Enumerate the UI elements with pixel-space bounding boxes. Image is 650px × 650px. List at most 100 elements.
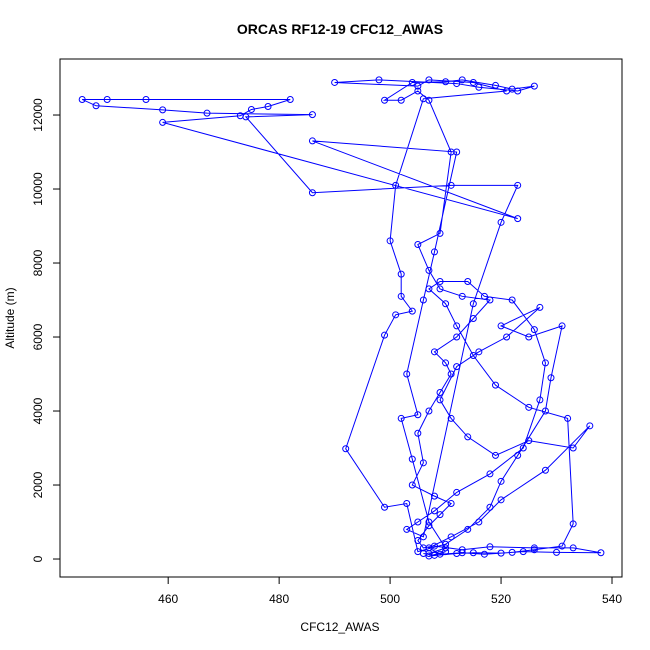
data-point <box>414 518 422 526</box>
data-point <box>430 492 438 500</box>
data-point <box>453 363 461 371</box>
data-point <box>403 500 411 508</box>
data-point <box>397 292 405 300</box>
data-point <box>486 296 494 304</box>
data-point <box>514 215 522 223</box>
data-point <box>541 407 549 415</box>
data-point <box>597 549 605 557</box>
data-point <box>442 544 450 552</box>
data-point <box>425 552 433 560</box>
data-point <box>342 445 350 453</box>
data-point <box>425 518 433 526</box>
data-point <box>331 78 339 86</box>
data-point <box>386 237 394 245</box>
data-point <box>408 481 416 489</box>
y-tick-label: 12000 <box>31 98 45 132</box>
data-point <box>486 503 494 511</box>
data-point <box>503 333 511 341</box>
data-point <box>408 307 416 315</box>
data-point <box>447 370 455 378</box>
x-tick-label: 460 <box>158 592 178 606</box>
data-point <box>159 106 167 114</box>
data-point <box>236 112 244 120</box>
data-point <box>547 374 555 382</box>
data-point <box>480 550 488 558</box>
data-point <box>453 322 461 330</box>
data-point <box>442 359 450 367</box>
data-point <box>247 105 255 113</box>
data-point <box>525 403 533 411</box>
data-point <box>514 87 522 95</box>
data-point <box>419 459 427 467</box>
data-point <box>308 137 316 145</box>
data-point <box>458 549 466 557</box>
data-point <box>469 352 477 360</box>
data-point <box>308 111 316 119</box>
data-point <box>541 359 549 367</box>
x-tick-label: 520 <box>491 592 511 606</box>
data-point <box>569 444 577 452</box>
data-point <box>458 76 466 84</box>
data-point <box>397 270 405 278</box>
data-point <box>536 396 544 404</box>
data-line <box>81 79 602 557</box>
data-point <box>392 181 400 189</box>
data-point <box>430 507 438 515</box>
data-point <box>78 95 86 103</box>
data-point <box>486 470 494 478</box>
y-tick-label: 2000 <box>31 471 45 498</box>
x-tick-label: 480 <box>269 592 289 606</box>
data-point <box>497 477 505 485</box>
data-point <box>497 549 505 557</box>
data-point <box>469 300 477 308</box>
data-point <box>458 292 466 300</box>
data-point <box>375 76 383 84</box>
data-point <box>425 76 433 84</box>
data-point <box>497 496 505 504</box>
x-tick-label: 500 <box>380 592 400 606</box>
data-point <box>586 422 594 430</box>
data-point <box>453 148 461 156</box>
data-point <box>159 118 167 126</box>
data-point <box>142 95 150 103</box>
data-point <box>419 533 427 541</box>
data-point <box>530 546 538 554</box>
data-point <box>436 278 444 286</box>
data-point <box>430 348 438 356</box>
data-point <box>514 451 522 459</box>
plot-box <box>59 58 623 578</box>
data-point <box>530 326 538 334</box>
data-point <box>442 540 450 548</box>
data-point <box>397 414 405 422</box>
data-point <box>525 333 533 341</box>
data-point <box>447 181 455 189</box>
y-tick-label: 4000 <box>31 397 45 424</box>
data-point <box>464 278 472 286</box>
data-point <box>403 370 411 378</box>
data-point <box>492 451 500 459</box>
data-point <box>536 303 544 311</box>
data-point <box>408 78 416 86</box>
data-point <box>458 546 466 554</box>
data-point <box>264 103 272 111</box>
data-point <box>519 444 527 452</box>
data-point <box>392 311 400 319</box>
data-point <box>414 411 422 419</box>
data-point <box>203 109 211 117</box>
data-point <box>286 95 294 103</box>
data-point <box>453 333 461 341</box>
data-point <box>464 433 472 441</box>
data-point <box>442 548 450 556</box>
data-point <box>464 525 472 533</box>
data-point <box>397 96 405 104</box>
data-point <box>419 296 427 304</box>
data-point <box>92 102 100 110</box>
data-point <box>503 87 511 95</box>
data-point <box>436 285 444 293</box>
y-tick-label: 8000 <box>31 249 45 276</box>
data-point <box>508 548 516 556</box>
y-tick-label: 0 <box>31 555 45 562</box>
data-point <box>381 331 389 339</box>
